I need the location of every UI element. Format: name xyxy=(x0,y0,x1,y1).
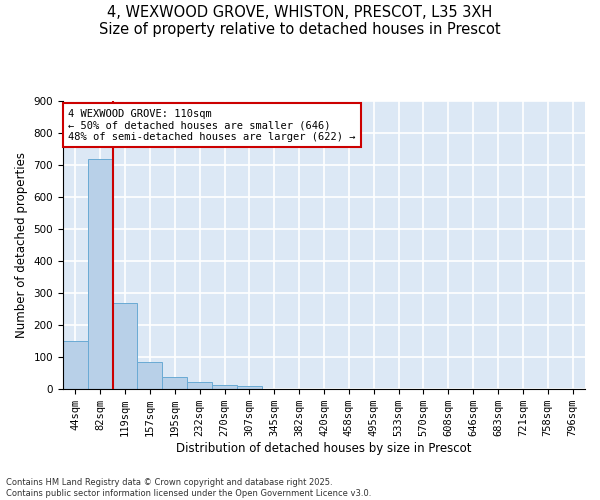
Text: Contains HM Land Registry data © Crown copyright and database right 2025.
Contai: Contains HM Land Registry data © Crown c… xyxy=(6,478,371,498)
Bar xyxy=(63,342,88,389)
Bar xyxy=(88,159,113,389)
Bar xyxy=(212,385,237,389)
Bar xyxy=(237,386,262,389)
Text: 4 WEXWOOD GROVE: 110sqm
← 50% of detached houses are smaller (646)
48% of semi-d: 4 WEXWOOD GROVE: 110sqm ← 50% of detache… xyxy=(68,108,356,142)
Bar xyxy=(163,377,187,389)
Bar xyxy=(137,362,163,389)
Y-axis label: Number of detached properties: Number of detached properties xyxy=(15,152,28,338)
Text: 4, WEXWOOD GROVE, WHISTON, PRESCOT, L35 3XH
Size of property relative to detache: 4, WEXWOOD GROVE, WHISTON, PRESCOT, L35 … xyxy=(99,5,501,38)
Bar xyxy=(113,303,137,389)
X-axis label: Distribution of detached houses by size in Prescot: Distribution of detached houses by size … xyxy=(176,442,472,455)
Bar xyxy=(187,382,212,389)
